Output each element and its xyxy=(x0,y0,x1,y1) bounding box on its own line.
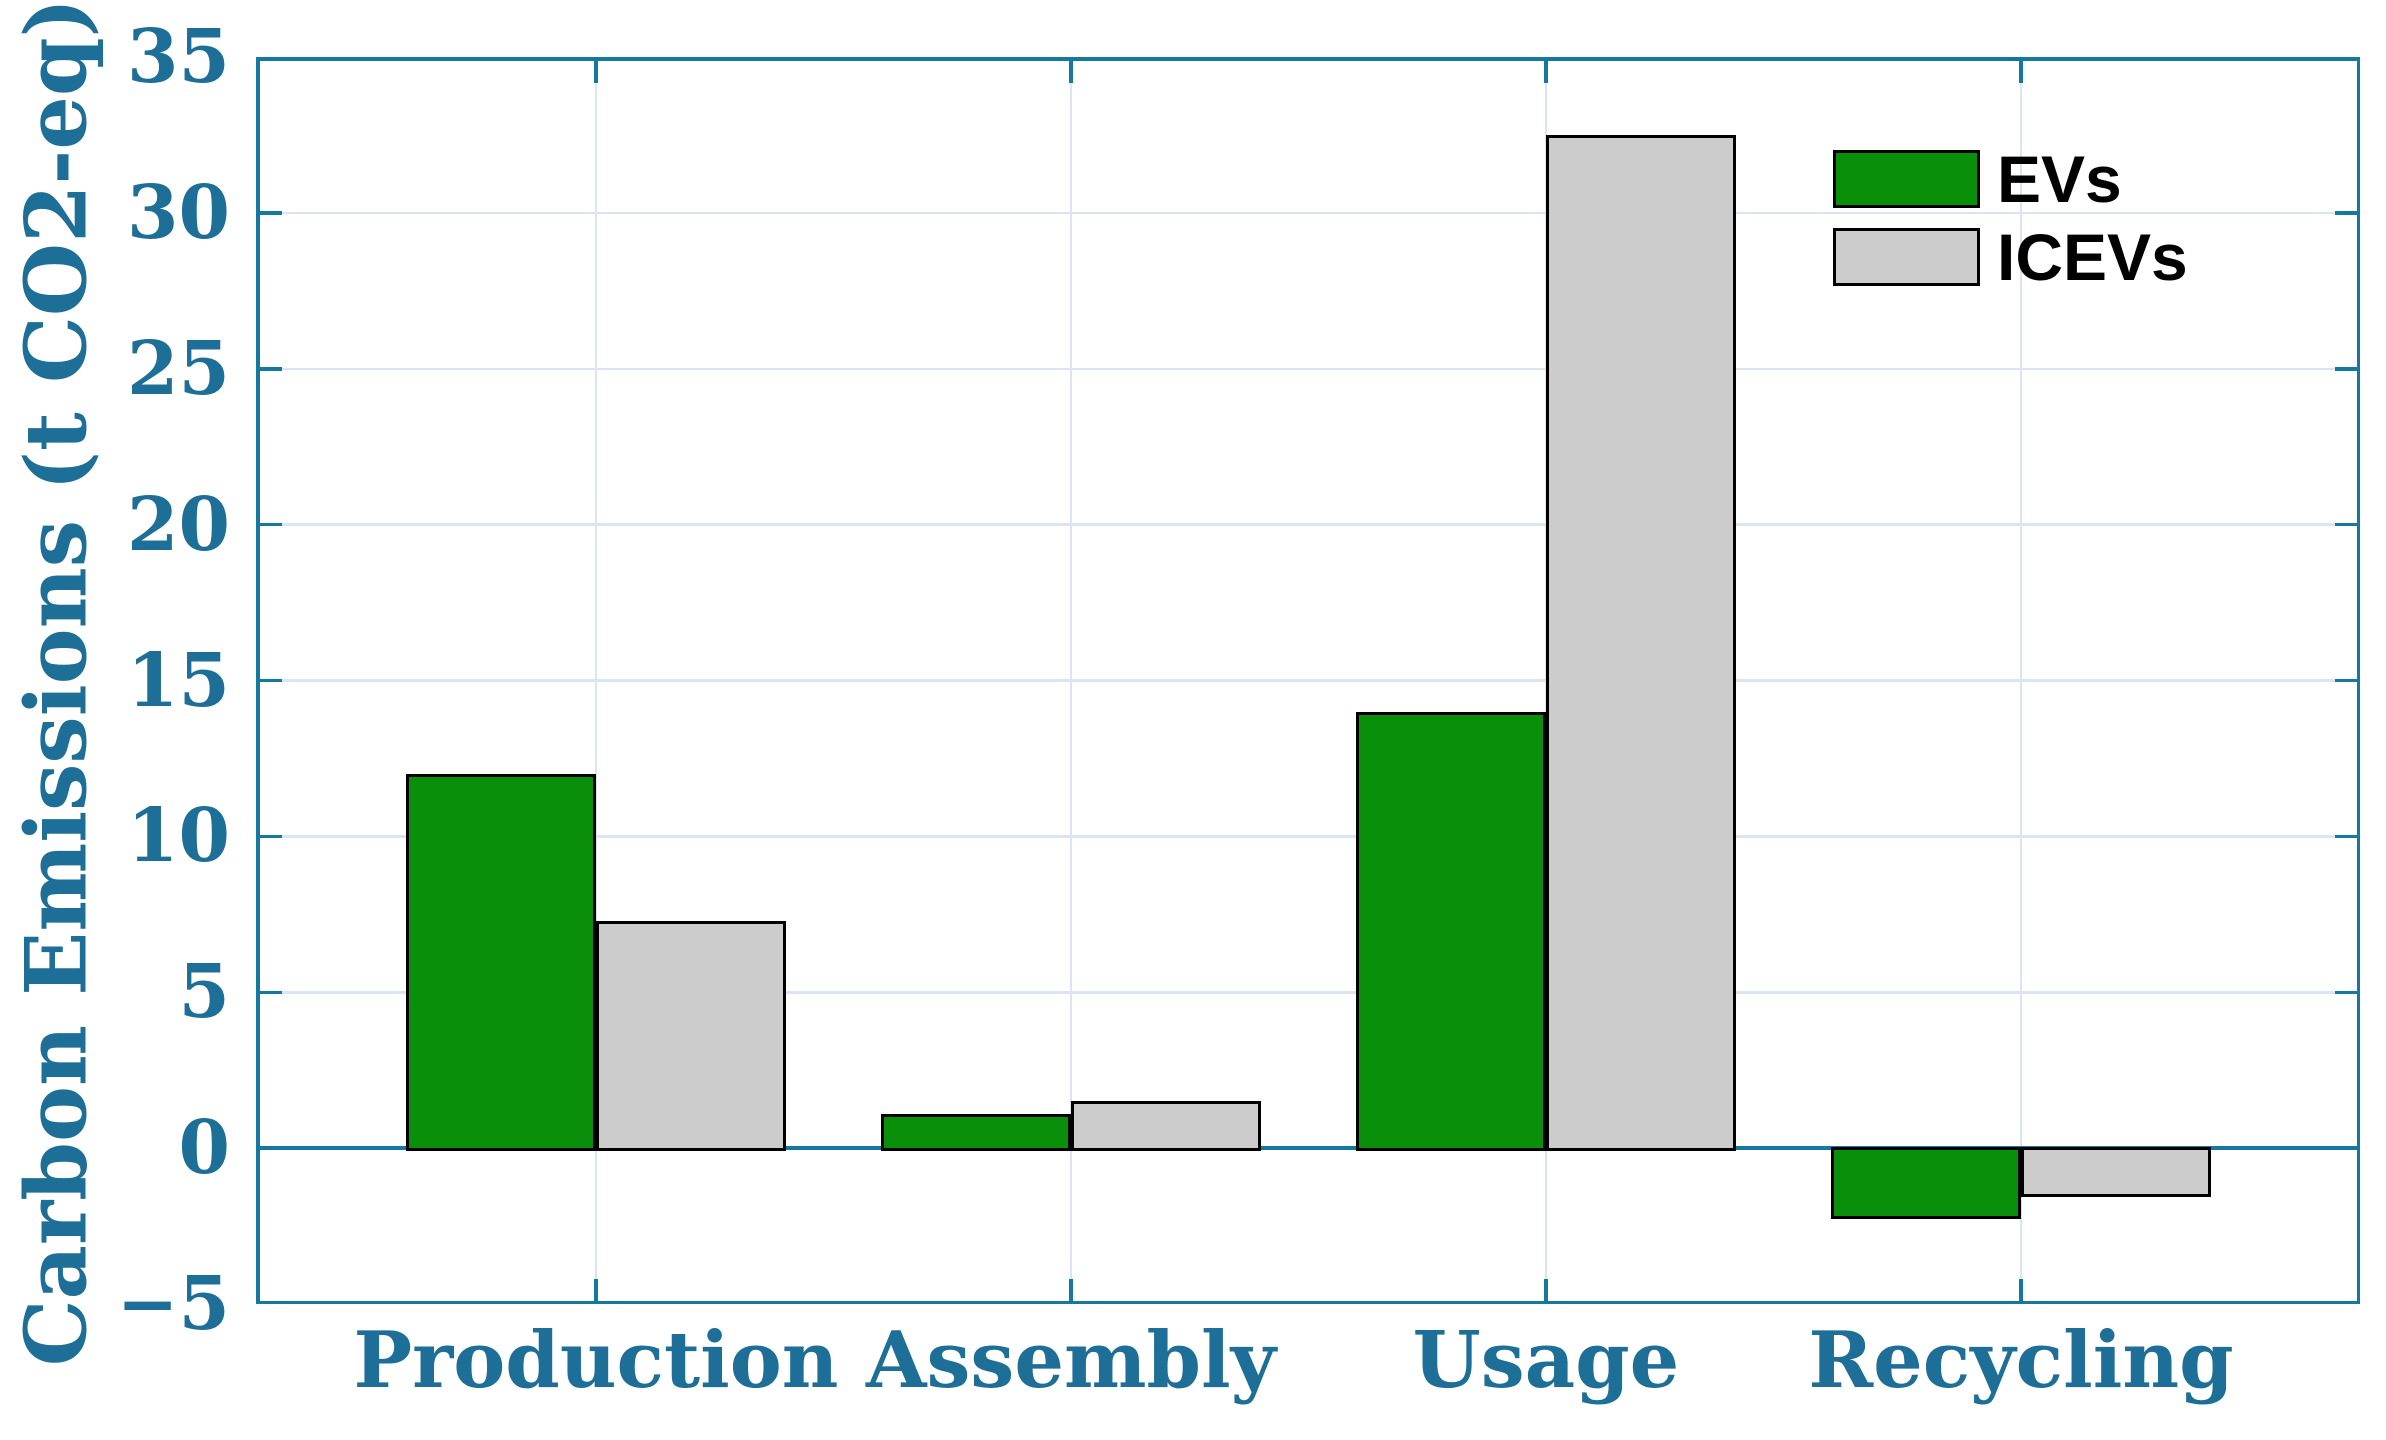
plot-area xyxy=(256,57,2360,1304)
h-gridline xyxy=(256,211,2360,215)
x-tick-bottom xyxy=(1069,1278,1073,1301)
axis-border-right xyxy=(2356,57,2360,1304)
bar-icevs-recycling xyxy=(2021,1147,2211,1197)
y-tick-right xyxy=(2334,211,2357,215)
x-tick-top xyxy=(2019,60,2023,83)
x-category-label-assembly: Assembly xyxy=(866,1315,1276,1406)
x-tick-top xyxy=(1069,60,1073,83)
bar-icevs-assembly xyxy=(1071,1101,1261,1152)
y-tick-label: 25 xyxy=(127,325,230,412)
legend-label-icevs: ICEVs xyxy=(1997,220,2188,294)
v-gridline xyxy=(594,57,598,1304)
x-tick-bottom xyxy=(2019,1278,2023,1301)
h-gridline xyxy=(256,991,2360,994)
y-tick-left xyxy=(259,1146,282,1150)
h-gridline xyxy=(256,835,2360,838)
x-tick-top xyxy=(594,60,598,83)
y-tick-right xyxy=(2334,1146,2357,1150)
y-tick-right xyxy=(2334,834,2357,839)
y-tick-label: 20 xyxy=(127,481,230,568)
x-tick-top xyxy=(1544,60,1548,83)
h-gridline xyxy=(256,367,2360,370)
y-tick-label: 0 xyxy=(178,1105,231,1192)
legend-swatch-evs xyxy=(1833,150,1980,208)
y-tick-label: 10 xyxy=(127,793,230,880)
x-category-label-production: Production xyxy=(353,1315,839,1406)
y-tick-left xyxy=(259,211,282,215)
bar-icevs-production xyxy=(596,920,786,1152)
h-gridline xyxy=(256,679,2360,682)
y-tick-right xyxy=(2334,522,2357,527)
y-tick-right xyxy=(2334,990,2357,994)
y-tick-right xyxy=(2334,678,2357,683)
y-tick-label: −5 xyxy=(116,1261,231,1347)
legend-swatch-icevs xyxy=(1833,228,1980,286)
zero-line xyxy=(256,1146,2360,1150)
y-tick-label: 35 xyxy=(127,14,230,100)
x-tick-bottom xyxy=(594,1278,598,1301)
x-category-label-usage: Usage xyxy=(1412,1315,1680,1406)
bar-evs-recycling xyxy=(1831,1147,2021,1219)
y-tick-left xyxy=(259,522,282,527)
axis-border-top xyxy=(256,57,2360,61)
bar-evs-production xyxy=(406,774,596,1152)
h-gridline xyxy=(256,523,2360,526)
y-tick-label: 30 xyxy=(127,169,230,256)
axis-border-left xyxy=(256,57,260,1304)
x-category-label-recycling: Recycling xyxy=(1808,1315,2234,1406)
y-tick-left xyxy=(259,367,282,371)
y-tick-left xyxy=(259,990,282,994)
legend-label-evs: EVs xyxy=(1997,142,2122,216)
v-gridline xyxy=(2019,57,2023,1304)
y-tick-left xyxy=(259,834,282,839)
bar-evs-assembly xyxy=(881,1113,1071,1152)
v-gridline xyxy=(1069,57,1073,1304)
y-tick-right xyxy=(2334,367,2357,371)
bar-evs-usage xyxy=(1356,711,1546,1152)
bar-icevs-usage xyxy=(1546,134,1736,1152)
x-tick-bottom xyxy=(1544,1278,1548,1301)
y-tick-left xyxy=(259,678,282,683)
y-tick-label: 15 xyxy=(127,637,230,724)
y-tick-label: 5 xyxy=(178,949,231,1036)
axis-border-bottom xyxy=(256,1300,2360,1304)
